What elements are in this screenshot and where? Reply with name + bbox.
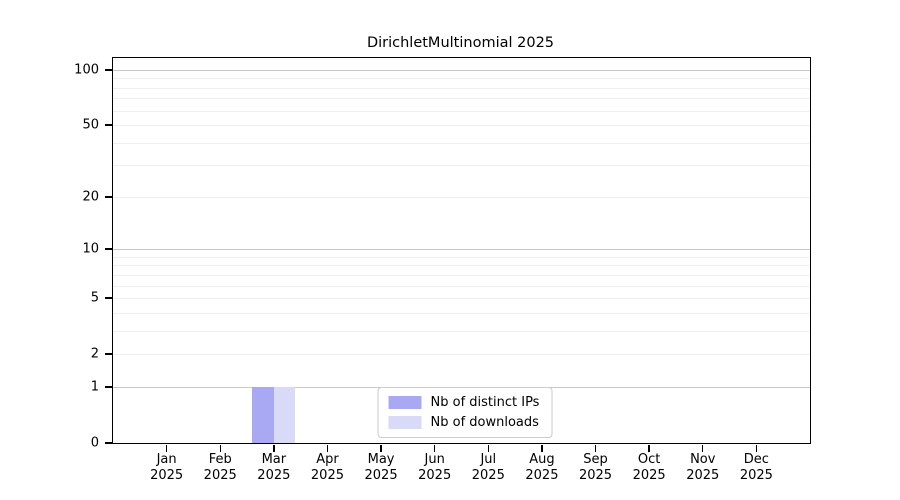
minor-gridline bbox=[113, 298, 810, 300]
minor-gridline bbox=[113, 78, 810, 80]
x-tick-label: Oct 2025 bbox=[632, 452, 666, 483]
x-tick bbox=[648, 444, 650, 452]
y-tick-label: 50 bbox=[82, 117, 99, 133]
y-tick bbox=[104, 442, 112, 444]
minor-gridline bbox=[113, 330, 810, 332]
y-tick-label: 0 bbox=[90, 435, 99, 451]
y-tick bbox=[104, 124, 112, 126]
x-tick bbox=[380, 444, 382, 452]
bar-distinct-ips bbox=[252, 386, 274, 443]
minor-gridline bbox=[113, 312, 810, 314]
x-tick-label: Nov 2025 bbox=[686, 452, 720, 483]
x-tick bbox=[594, 444, 597, 452]
x-tick-label: Jul 2025 bbox=[471, 452, 505, 483]
y-tick bbox=[104, 353, 112, 355]
minor-gridline bbox=[113, 110, 810, 112]
x-tick bbox=[487, 444, 489, 452]
major-gridline bbox=[113, 69, 810, 71]
x-tick-label: Apr 2025 bbox=[310, 452, 344, 483]
minor-gridline bbox=[113, 285, 810, 287]
minor-gridline bbox=[113, 125, 810, 127]
x-tick-label: Aug 2025 bbox=[525, 452, 559, 483]
x-tick-label: Feb 2025 bbox=[203, 452, 237, 483]
legend-item-distinct-ips: Nb of distinct IPs bbox=[388, 395, 540, 410]
x-tick-label: Dec 2025 bbox=[739, 452, 773, 483]
y-tick bbox=[104, 69, 112, 71]
minor-gridline bbox=[113, 265, 810, 267]
y-tick-label: 2 bbox=[90, 346, 99, 362]
x-tick bbox=[273, 444, 275, 452]
minor-gridline bbox=[113, 196, 810, 198]
y-tick-label: 1 bbox=[90, 379, 99, 395]
y-tick bbox=[104, 386, 112, 388]
x-tick bbox=[755, 444, 758, 452]
y-tick-label: 20 bbox=[82, 189, 99, 205]
minor-gridline bbox=[113, 98, 810, 100]
x-tick bbox=[219, 444, 221, 452]
chart-title: DirichletMultinomial 2025 bbox=[366, 35, 555, 51]
x-tick bbox=[702, 444, 704, 452]
y-tick-label: 5 bbox=[90, 290, 99, 306]
bar-downloads bbox=[273, 386, 296, 443]
legend-label-distinct-ips: Nb of distinct IPs bbox=[430, 395, 540, 410]
minor-gridline bbox=[113, 354, 810, 356]
major-gridline bbox=[113, 249, 810, 251]
minor-gridline bbox=[113, 142, 810, 144]
minor-gridline bbox=[113, 87, 810, 89]
y-tick bbox=[104, 248, 112, 250]
minor-gridline bbox=[113, 274, 810, 276]
x-tick-label: May 2025 bbox=[364, 452, 398, 483]
y-tick-label: 100 bbox=[74, 62, 99, 78]
legend-item-downloads: Nb of downloads bbox=[388, 415, 540, 430]
y-tick-label: 10 bbox=[82, 241, 99, 257]
legend: Nb of distinct IPs Nb of downloads bbox=[377, 387, 553, 438]
legend-swatch-downloads bbox=[388, 416, 422, 429]
legend-label-downloads: Nb of downloads bbox=[430, 415, 539, 430]
x-tick-label: Mar 2025 bbox=[257, 452, 291, 483]
x-tick bbox=[541, 444, 543, 452]
minor-gridline bbox=[113, 165, 810, 167]
x-tick bbox=[433, 444, 436, 452]
legend-swatch-distinct-ips bbox=[388, 396, 422, 409]
x-tick-label: Sep 2025 bbox=[578, 452, 613, 483]
x-tick-label: Jan 2025 bbox=[150, 452, 184, 483]
y-tick bbox=[104, 297, 112, 299]
minor-gridline bbox=[113, 256, 810, 258]
y-tick bbox=[104, 196, 112, 198]
x-tick bbox=[326, 444, 329, 452]
x-tick-label: Jun 2025 bbox=[418, 452, 452, 483]
plot-area: Nb of distinct IPs Nb of downloads 0 1 2 5 1… bbox=[74, 57, 811, 483]
x-tick bbox=[165, 444, 168, 452]
